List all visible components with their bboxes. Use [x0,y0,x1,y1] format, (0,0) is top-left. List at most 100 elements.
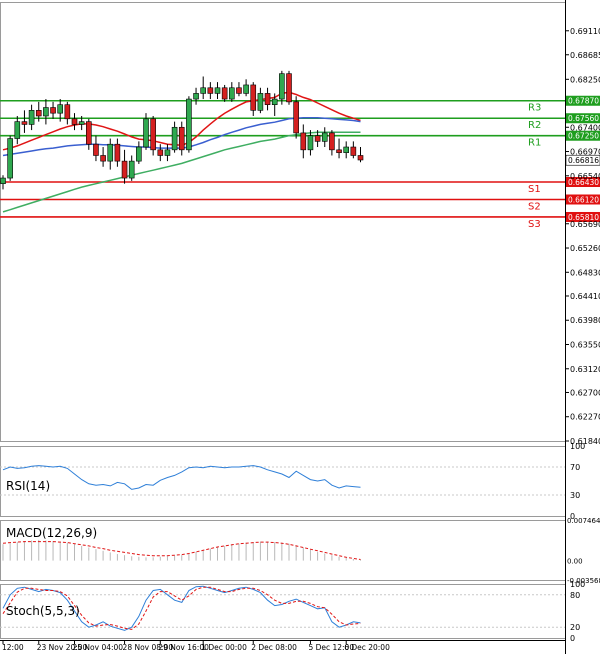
current-price-label: 0.66816 [568,156,599,165]
macd-tick-label: -0.003568 [567,577,600,585]
level-price-label-r1: 0.67250 [568,132,599,141]
level-price-label-s1: 0.66430 [568,178,599,187]
candle-bull [271,98,278,105]
stoch-tick-label: 80 [570,591,580,600]
rsi-tick-label: 100 [570,442,585,451]
price-tick-label: 0.63120 [570,365,600,374]
candle-bear [21,121,28,125]
price-tick-label: 0.63980 [570,316,600,325]
candle-bull [307,135,314,151]
candle-bear [329,132,335,151]
candle-bear [178,126,185,151]
rsi-line [2,465,361,490]
stoch-signal-line [2,586,361,630]
candle-bear [350,146,357,156]
candle-bull [164,149,171,156]
candle-bear [86,121,92,145]
price-tick-label: 0.68250 [570,75,600,84]
level-price-box-s3 [566,211,600,222]
rsi-tick-label: 30 [570,491,580,500]
level-price-label-s2: 0.66120 [568,195,599,204]
price-tick-label: 0.62270 [570,413,600,422]
current-price-box [565,154,600,166]
candle-bull [143,118,149,148]
price-tick-label: 0.61840 [570,437,600,446]
candle-bear [357,155,364,161]
candle-bull [57,104,64,114]
price-tick-label: 0.64830 [570,268,600,277]
level-price-label-r3: 0.67870 [568,97,599,106]
candle-bull [279,73,285,100]
candle-bull [229,87,235,100]
price-tick-label: 0.64410 [570,292,600,301]
pivot-levels-layer: R3 0.67870 R2 0.67560 R1 0.67250 S1 0.66430 S2 0.… [0,95,600,230]
candle-bull [7,138,13,179]
macd-layer [2,539,361,561]
level-price-label-s3: 0.65810 [568,213,599,222]
candle-bear [300,132,307,151]
candle-bear [114,143,121,162]
macd-tick-label: 0.00 [567,558,583,566]
candle-bear [236,87,242,94]
rsi-tick-label: 70 [570,463,580,472]
level-price-box-s2 [566,194,600,205]
candle-bear [157,149,164,156]
candle-bull [0,177,6,184]
rsi-tick-label: 0 [570,512,575,521]
candle-bear [93,143,99,156]
candle-bear [314,135,321,142]
level-price-box-r2 [566,113,600,124]
stoch-tick-label: 100 [570,580,585,589]
candle-bull [214,87,221,94]
time-tick-label: 6 Dec 20:00 [344,643,390,652]
stoch-main-line [2,585,361,631]
candle-bull [136,146,142,162]
level-price-box-r1 [566,130,600,141]
candle-bear [64,104,71,120]
level-name-r3: R3 [528,103,541,114]
time-tick-label: 1 Dec 00:00 [201,643,247,652]
candle-bear [150,118,156,151]
stoch-tick-label: 0 [570,634,575,643]
time-tick-label: 25 Nov 04:00 [73,643,124,652]
price-tick-label: 0.63550 [570,341,600,350]
candle-bull [186,98,192,151]
time-tick-label: 28 Nov 08:00 [123,643,174,652]
time-tick-label: 12:00 [2,643,24,652]
time-tick-label: 5 Dec 12:00 [308,643,354,652]
level-name-r1: R1 [528,138,541,149]
macd-title: MACD(12,26,9) [6,526,97,540]
candle-bull [171,126,178,151]
price-tick-label: 0.65260 [570,244,600,253]
candle-bear [336,149,342,153]
level-price-label-r2: 0.67560 [568,114,599,123]
candle-bull [193,93,199,100]
candle-bull [78,121,85,125]
stoch-title: Stoch(5,5,3) [6,604,80,618]
price-tick-label: 0.66540 [570,172,600,181]
stoch-tick-label: 20 [570,623,580,632]
candle-bull [43,107,49,117]
price-tick-label: 0.65690 [570,220,600,229]
stoch-layer [2,585,361,631]
candles-layer [0,70,364,190]
price-tick-label: 0.66970 [570,148,600,157]
candle-bull [200,87,206,94]
price-tick-label: 0.62700 [570,388,600,397]
price-tick-label: 0.68685 [570,51,600,60]
level-name-r2: R2 [528,120,541,131]
candle-bull [343,146,350,153]
candle-bear [100,155,106,162]
candle-bear [221,87,228,100]
level-name-s3: S3 [528,219,541,230]
rsi-layer [2,465,361,490]
time-tick-label: 29 Nov 16:00 [158,643,209,652]
candle-bear [286,73,292,103]
candle-bear [293,101,299,134]
candle-bear [121,160,128,179]
candle-bull [28,110,35,125]
